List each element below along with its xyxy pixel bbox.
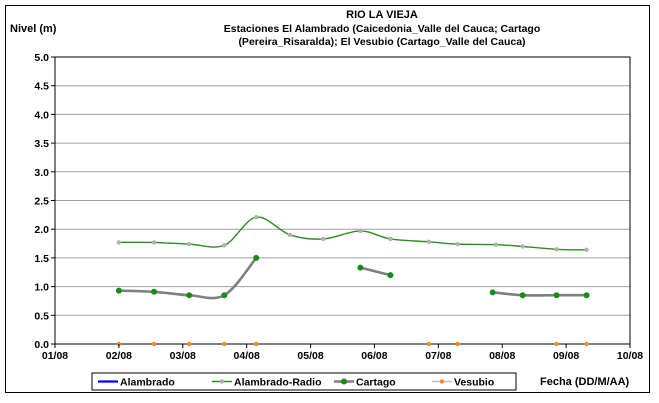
legend-swatch-marker xyxy=(219,379,225,384)
series-line xyxy=(360,266,391,277)
data-point xyxy=(151,341,157,347)
data-point xyxy=(116,240,122,245)
data-point xyxy=(553,292,560,299)
x-axis-label: Fecha (DD/M/AA) xyxy=(540,376,630,388)
chart-title: RIO LA VIEJA xyxy=(346,9,418,21)
y-tick-label: 4.0 xyxy=(34,109,49,121)
data-point xyxy=(357,264,364,271)
data-point xyxy=(388,236,393,242)
data-point xyxy=(387,272,394,279)
data-point xyxy=(222,341,227,347)
x-tick-label: 10/08 xyxy=(617,350,643,362)
data-point xyxy=(151,240,157,245)
data-point xyxy=(584,341,589,347)
data-point xyxy=(186,241,192,247)
legend-label: Alambrado-Radio xyxy=(234,377,322,389)
series-vesubio xyxy=(116,341,589,347)
x-tick-label: 01/08 xyxy=(42,350,68,362)
chart-subtitle-line-1: Estaciones El Alambrado (Caicedonia_Vall… xyxy=(224,23,540,35)
x-tick-label: 07/08 xyxy=(425,350,451,362)
y-tick-label: 0.0 xyxy=(34,339,49,351)
data-point xyxy=(520,244,525,249)
y-tick-label: 4.5 xyxy=(34,81,49,93)
legend-label: Vesubio xyxy=(454,377,494,389)
data-point xyxy=(321,236,326,242)
legend-label: Cartago xyxy=(356,377,396,389)
legend-swatch-marker xyxy=(439,379,445,384)
series-line xyxy=(492,291,587,297)
x-tick-label: 08/08 xyxy=(489,350,515,362)
data-point xyxy=(186,292,193,299)
series-cartago xyxy=(115,254,590,300)
legend-swatch-marker xyxy=(341,378,347,385)
data-point xyxy=(554,341,559,347)
y-tick-label: 1.0 xyxy=(34,282,49,294)
data-point xyxy=(455,241,460,247)
legend-box xyxy=(91,372,517,391)
data-point xyxy=(254,341,259,347)
grid xyxy=(55,85,630,316)
x-tick-label: 04/08 xyxy=(234,350,260,362)
chart-subtitle-line-2: (Pereira_Risaralda); El Vesubio (Cartago… xyxy=(238,36,525,48)
data-point xyxy=(221,292,228,299)
data-point xyxy=(222,243,227,248)
data-point xyxy=(426,239,431,245)
data-point xyxy=(254,214,259,220)
legend: Alambrado Alambrado-Radio Cartago Vesubio xyxy=(98,377,494,389)
data-point xyxy=(584,247,589,253)
data-point xyxy=(358,228,363,234)
legend-label: Alambrado xyxy=(120,377,175,389)
legend-item: Alambrado xyxy=(98,377,175,389)
y-tick-label: 3.0 xyxy=(34,167,49,179)
x-tick-label: 02/08 xyxy=(106,350,132,362)
chart-frame xyxy=(5,5,650,393)
axes: 0.0 0.5 1.0 1.5 2.0 2.5 3.0 3.5 4.0 4.5 5.0 01/08 02… xyxy=(34,52,643,362)
y-tick-label: 5.0 xyxy=(34,52,49,64)
y-tick-label: 3.5 xyxy=(34,138,49,150)
y-tick-label: 2.5 xyxy=(34,196,49,208)
y-tick-label: 2.0 xyxy=(34,224,49,236)
data-point xyxy=(253,254,260,261)
data-point xyxy=(186,341,192,347)
x-tick-label: 03/08 xyxy=(170,350,196,362)
data-point xyxy=(519,292,526,299)
data-point xyxy=(489,289,496,296)
data-point xyxy=(583,292,590,299)
series-line xyxy=(118,257,258,300)
data-point xyxy=(455,341,460,347)
data-point xyxy=(151,288,158,295)
data-point xyxy=(493,242,499,247)
y-axis-label: Nivel (m) xyxy=(10,23,57,35)
x-tick-label: 06/08 xyxy=(361,350,387,362)
data-point xyxy=(115,287,122,294)
legend-item: Cartago xyxy=(334,377,396,389)
x-tick-label: 09/08 xyxy=(553,350,579,362)
data-point xyxy=(554,247,559,252)
legend-item: Alambrado-Radio xyxy=(212,377,322,389)
data-point xyxy=(426,341,431,347)
x-tick-label: 05/08 xyxy=(297,350,323,362)
legend-item: Vesubio xyxy=(432,377,494,389)
series-layer xyxy=(115,214,590,347)
series-alambrado-radio xyxy=(116,214,589,253)
y-tick-label: 0.5 xyxy=(34,310,49,322)
y-tick-label: 1.5 xyxy=(34,253,49,265)
data-point xyxy=(287,232,293,238)
